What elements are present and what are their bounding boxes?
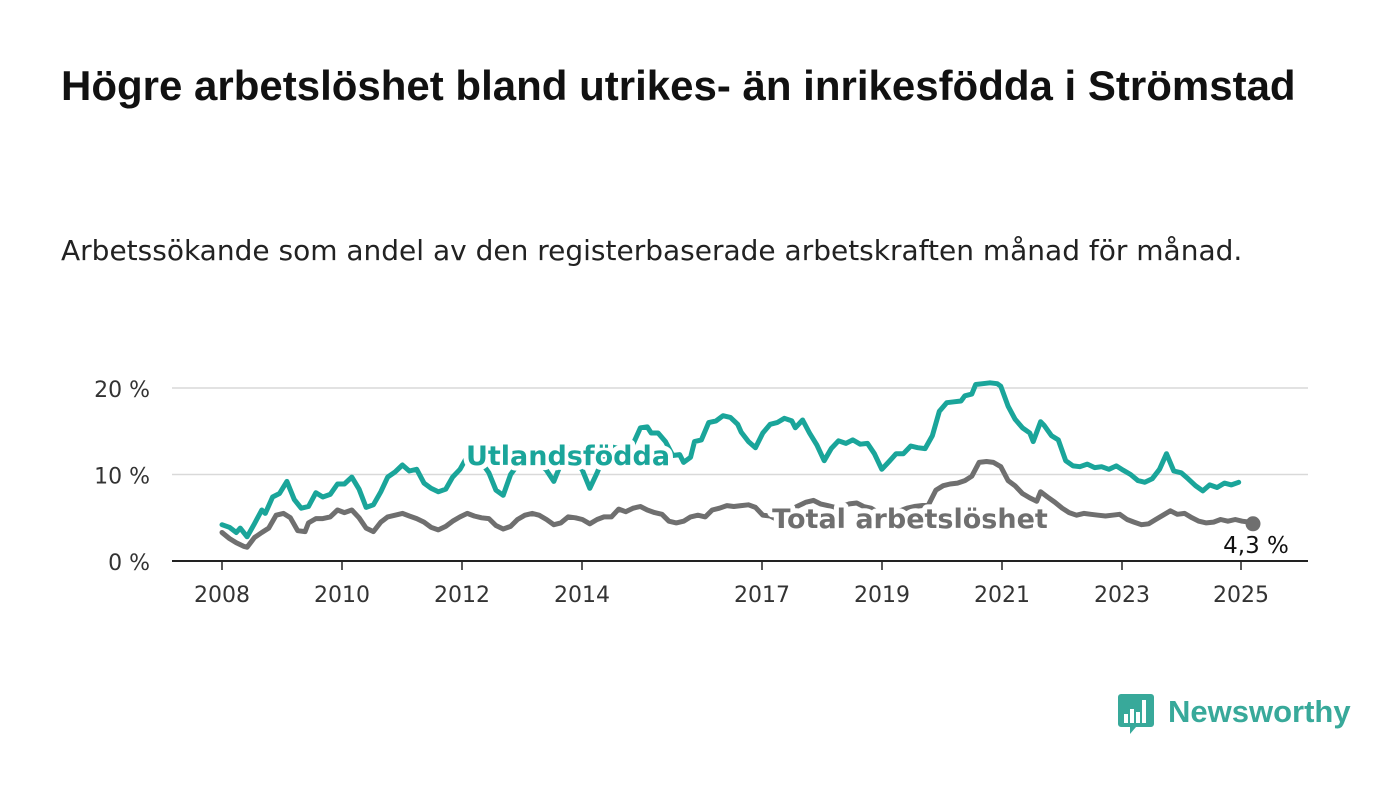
series-label: Total arbetslöshet — [772, 504, 1048, 535]
x-tick-label: 2014 — [554, 583, 610, 608]
series-label: Utlandsfödda — [466, 441, 670, 472]
y-tick-label: 20 % — [94, 378, 150, 403]
series-label-halo: Utlandsfödda — [466, 441, 670, 472]
chart-title: Högre arbetslöshet bland utrikes- än inr… — [61, 62, 1296, 109]
chart-subtitle: Arbetssökande som andel av den registerb… — [61, 234, 1243, 267]
y-tick-label: 10 % — [94, 465, 150, 490]
x-tick-label: 2017 — [734, 583, 790, 608]
x-tick-label: 2008 — [194, 583, 250, 608]
series-line-total — [219, 459, 1256, 550]
x-tick-label: 2019 — [854, 583, 910, 608]
x-tick-label: 2012 — [434, 583, 490, 608]
x-tick-label: 2010 — [314, 583, 370, 608]
y-tick-label: 0 % — [108, 551, 150, 576]
x-tick-label: 2023 — [1094, 583, 1150, 608]
end-value-label: 4,3 % — [1223, 533, 1289, 559]
brand-name: Newsworthy — [1168, 694, 1351, 729]
x-tick-label: 2021 — [974, 583, 1030, 608]
bar-chart-logo-icon — [1118, 694, 1154, 734]
end-point-marker — [1245, 516, 1261, 532]
newsworthy-logo[interactable]: Newsworthy — [1118, 690, 1351, 736]
x-tick-label: 2025 — [1213, 583, 1269, 608]
series-line-utlandsfodda — [219, 380, 1242, 540]
series-label-halo: Total arbetslöshet — [772, 504, 1048, 535]
